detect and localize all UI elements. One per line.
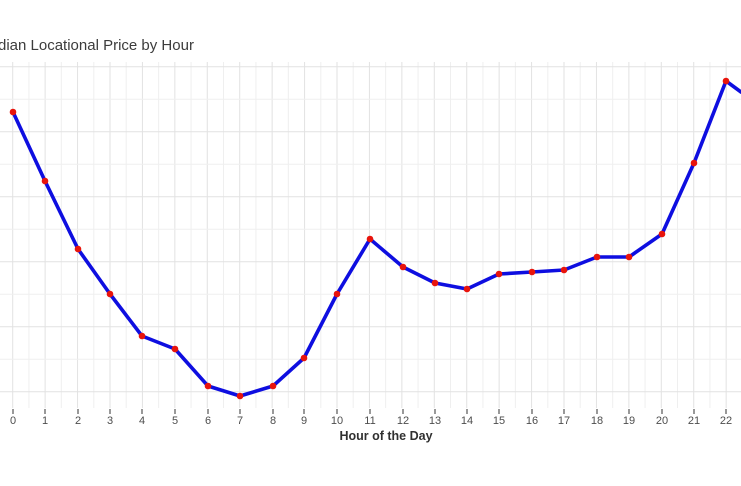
x-tick-label: 9 bbox=[301, 415, 307, 427]
x-tick-label: 2 bbox=[75, 415, 81, 427]
x-tick-label: 7 bbox=[237, 415, 243, 427]
x-tick-label: 14 bbox=[461, 415, 473, 427]
data-point-hour-4 bbox=[138, 332, 146, 340]
vertical-gridlines bbox=[12, 62, 727, 408]
x-axis-title: Hour of the Day bbox=[339, 429, 433, 443]
data-point-hour-2 bbox=[74, 245, 82, 253]
data-point-hour-16 bbox=[528, 268, 536, 276]
x-tick-label: 19 bbox=[623, 415, 635, 427]
data-point-hour-20 bbox=[658, 230, 666, 238]
data-point-hour-1 bbox=[41, 177, 49, 185]
median-price-line bbox=[11, 79, 741, 398]
data-point-hour-7 bbox=[236, 392, 244, 400]
x-tick-label: 16 bbox=[526, 415, 538, 427]
data-points bbox=[9, 77, 730, 400]
data-point-hour-5 bbox=[171, 345, 179, 353]
data-point-hour-21 bbox=[690, 159, 698, 167]
data-point-hour-6 bbox=[204, 382, 212, 390]
x-axis-tick-labels: 0 1 2 3 4 5 6 7 8 9 10 11 12 13 14 15 16 17 18 19 20 21 22 bbox=[10, 415, 732, 427]
data-point-hour-18 bbox=[593, 253, 601, 261]
x-tick-label: 10 bbox=[331, 415, 343, 427]
data-point-hour-19 bbox=[625, 253, 633, 261]
x-tick-label: 22 bbox=[720, 415, 732, 427]
x-tick-label: 17 bbox=[558, 415, 570, 427]
x-tick-label: 1 bbox=[42, 415, 48, 427]
price-line-series bbox=[11, 79, 741, 398]
data-point-hour-15 bbox=[495, 270, 503, 278]
x-tick-label: 6 bbox=[205, 415, 211, 427]
x-tick-label: 4 bbox=[139, 415, 145, 427]
data-point-hour-8 bbox=[269, 382, 277, 390]
data-point-hour-13 bbox=[431, 279, 439, 287]
x-tick-label: 15 bbox=[493, 415, 505, 427]
x-axis-ticks bbox=[12, 409, 727, 414]
data-point-hour-3 bbox=[106, 290, 114, 298]
chart-title: dian Locational Price by Hour bbox=[0, 37, 194, 54]
x-tick-label: 8 bbox=[270, 415, 276, 427]
data-point-hour-10 bbox=[333, 290, 341, 298]
x-tick-label: 21 bbox=[688, 415, 700, 427]
data-point-hour-11 bbox=[366, 235, 374, 243]
data-point-hour-22 bbox=[722, 77, 730, 85]
x-tick-label: 20 bbox=[656, 415, 668, 427]
data-point-hour-12 bbox=[399, 263, 407, 271]
x-tick-label: 18 bbox=[591, 415, 603, 427]
data-point-hour-0 bbox=[9, 108, 17, 116]
x-tick-label: 3 bbox=[107, 415, 113, 427]
data-point-hour-14 bbox=[463, 285, 471, 293]
x-tick-label: 5 bbox=[172, 415, 178, 427]
x-tick-label: 13 bbox=[429, 415, 441, 427]
data-point-hour-9 bbox=[300, 354, 308, 362]
x-tick-label: 0 bbox=[10, 415, 16, 427]
data-point-hour-17 bbox=[560, 266, 568, 274]
x-tick-label: 11 bbox=[364, 415, 375, 427]
x-tick-label: 12 bbox=[397, 415, 409, 427]
horizontal-gridlines bbox=[0, 66, 741, 393]
